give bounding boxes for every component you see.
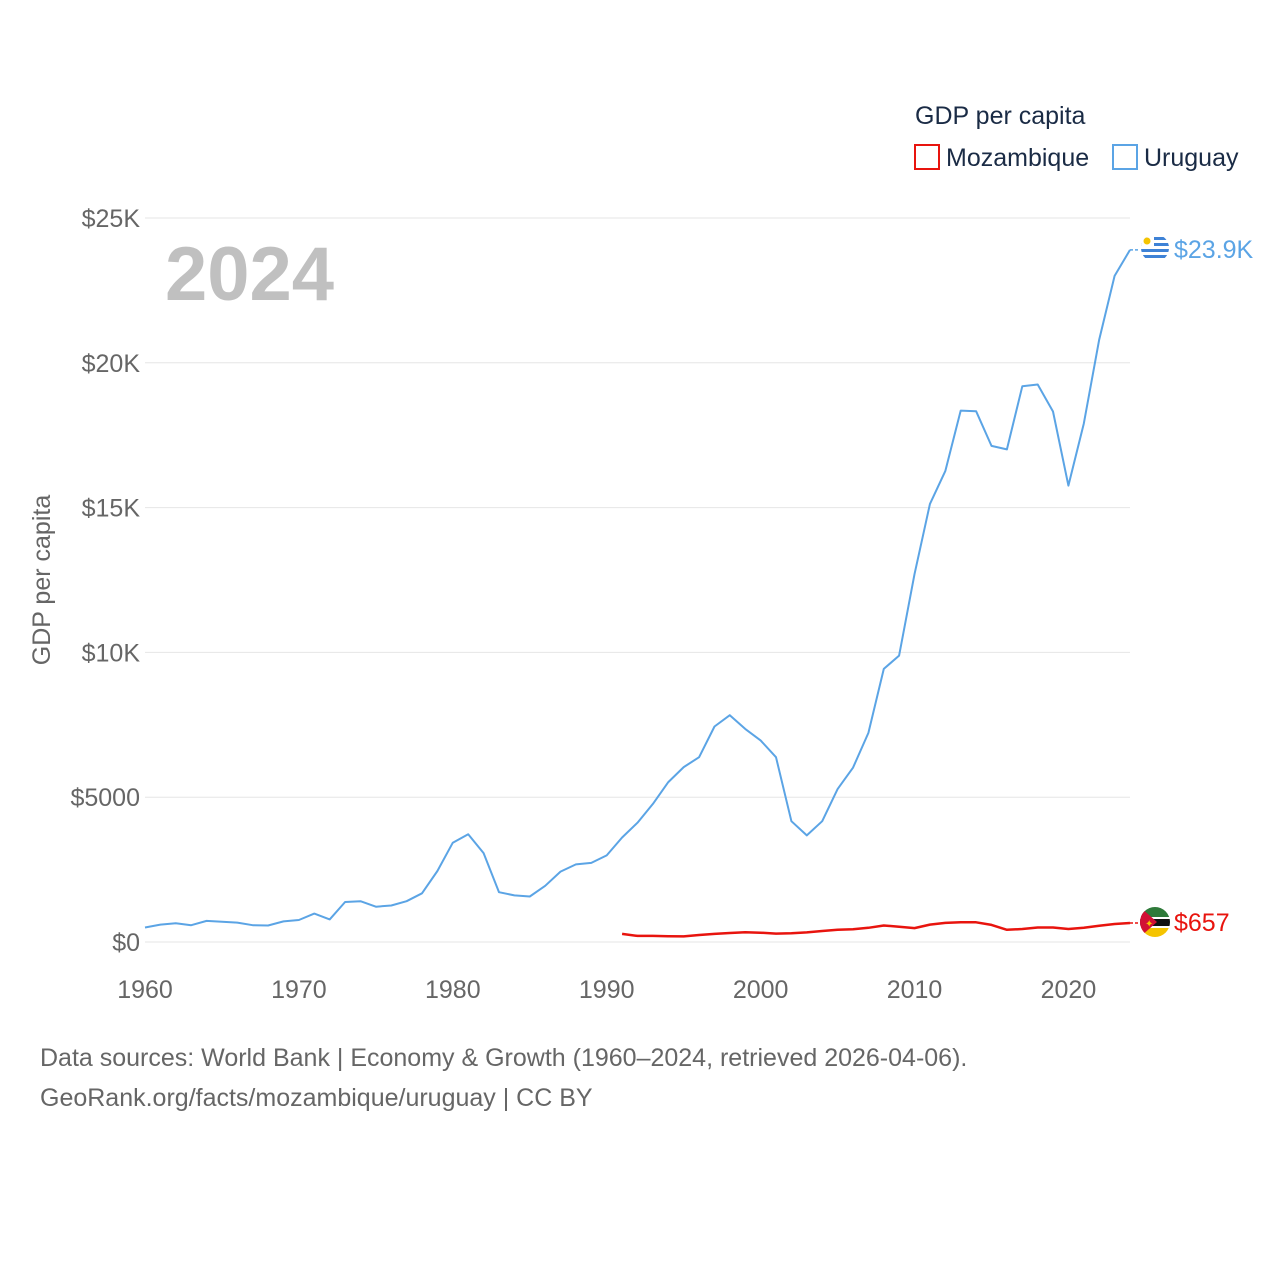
uruguay-flag-icon	[1141, 234, 1169, 262]
y-tick-label: $25K	[82, 205, 141, 233]
series-lines	[144, 249, 1131, 938]
series-line-uruguay	[144, 249, 1131, 929]
x-tick-label: 1970	[271, 976, 327, 1004]
legend-swatch-mozambique	[914, 144, 940, 170]
grid-lines	[145, 217, 1130, 943]
gdp-line-chart: $0 $5000 $10K $15K $20K $25K 1960 1970 1980 1990…	[28, 102, 1254, 1004]
data-sources-note: Data sources: World Bank | Economy & Gro…	[40, 1044, 968, 1072]
y-tick-label: $0	[112, 929, 140, 957]
svg-text:✦: ✦	[1145, 919, 1153, 930]
x-tick-label: 1990	[579, 976, 635, 1004]
credit-link[interactable]: GeoRank.org/facts/mozambique/uruguay | C…	[40, 1084, 593, 1112]
x-tick-label: 2000	[733, 976, 789, 1004]
y-tick-label: $5000	[70, 784, 140, 812]
legend-title: GDP per capita	[915, 102, 1086, 130]
y-tick-label: $10K	[82, 639, 141, 667]
y-axis-label: GDP per capita	[28, 495, 56, 666]
legend-swatch-uruguay	[1112, 144, 1138, 170]
legend-label-mozambique: Mozambique	[946, 144, 1089, 172]
y-tick-label: $20K	[82, 350, 141, 378]
legend-label-uruguay: Uruguay	[1144, 144, 1239, 172]
series-line-mozambique	[621, 921, 1131, 938]
end-labels: $657 $23.9K	[1130, 236, 1254, 937]
y-axis-ticks: $0 $5000 $10K $15K $20K $25K	[70, 205, 140, 957]
year-watermark: 2024	[165, 232, 334, 317]
legend: GDP per capita Mozambique Uruguay	[914, 102, 1239, 172]
x-tick-label: 1960	[117, 976, 173, 1004]
mozambique-flag-icon: ✦	[1140, 907, 1170, 937]
end-value-label-mozambique: $657	[1174, 909, 1230, 937]
y-tick-label: $15K	[82, 495, 141, 523]
legend-item-uruguay[interactable]: Uruguay	[1112, 144, 1239, 172]
x-axis-ticks: 1960 1970 1980 1990 2000 2010 2020	[117, 976, 1096, 1004]
x-tick-label: 1980	[425, 976, 481, 1004]
legend-item-mozambique[interactable]: Mozambique	[914, 144, 1089, 172]
end-value-label-uruguay: $23.9K	[1174, 236, 1254, 264]
x-tick-label: 2020	[1041, 976, 1097, 1004]
x-tick-label: 2010	[887, 976, 943, 1004]
